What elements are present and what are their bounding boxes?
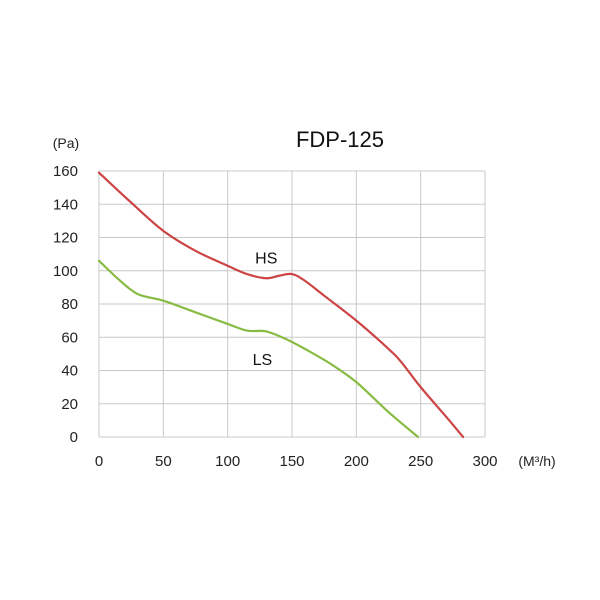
x-tick-label: 0 [95, 453, 103, 470]
axes: 0 50 100 150 200 250 300 0 20 40 60 80 100 120 140 160 [53, 163, 498, 470]
grid [98, 170, 486, 438]
series-label-hs: HS [255, 250, 277, 267]
series-group [97, 171, 465, 439]
y-tick-label: 120 [53, 230, 78, 247]
x-tick-label: 100 [215, 453, 240, 470]
x-axis-unit-label: (M³/h) [518, 453, 555, 469]
y-tick-label: 80 [61, 296, 78, 313]
y-tick-label: 60 [61, 329, 78, 346]
y-tick-label: 20 [61, 396, 78, 413]
labels: HS LS [253, 250, 278, 368]
x-tick-label: 200 [344, 453, 369, 470]
series-line-hs [97, 171, 465, 439]
chart-title: FDP-125 [296, 127, 384, 152]
y-tick-label: 140 [53, 196, 78, 213]
x-tick-label: 250 [408, 453, 433, 470]
y-axis-unit-label: (Pa) [53, 135, 79, 151]
series-line-ls [97, 259, 420, 439]
y-tick-label: 160 [53, 163, 78, 180]
x-tick-label: 300 [472, 453, 497, 470]
x-tick-label: 150 [279, 453, 304, 470]
y-tick-label: 0 [70, 429, 78, 446]
series-label-ls: LS [253, 352, 273, 369]
y-tick-label: 40 [61, 363, 78, 380]
y-tick-label: 100 [53, 263, 78, 280]
x-tick-label: 50 [155, 453, 172, 470]
